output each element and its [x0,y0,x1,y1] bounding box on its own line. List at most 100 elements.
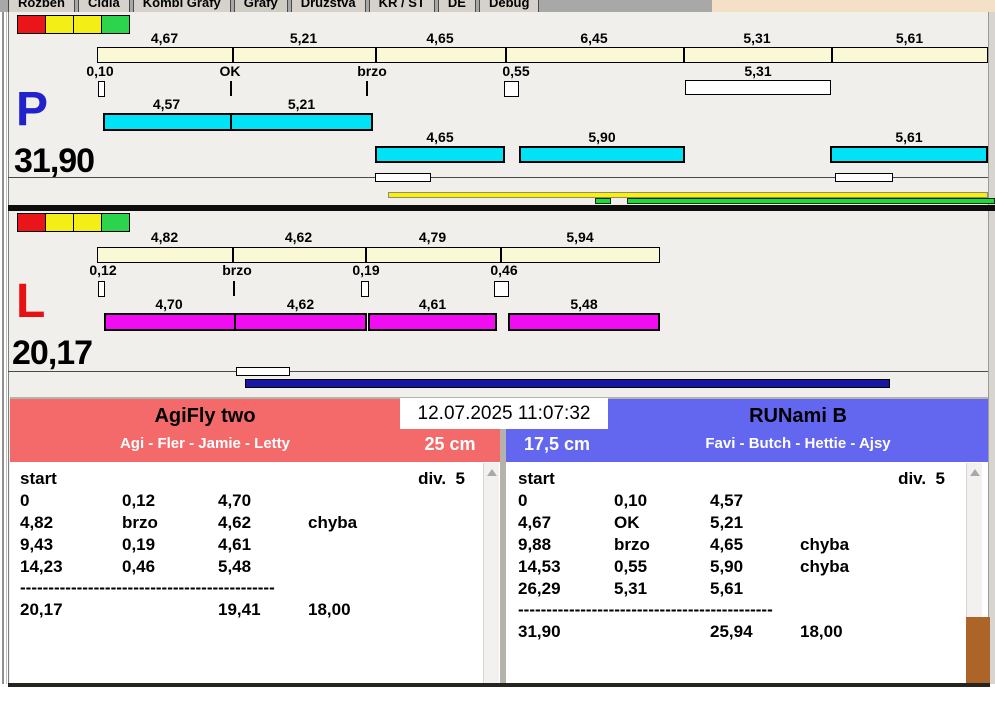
timestamp: 12.07.2025 11:07:32 [400,398,608,429]
run-bar-l [368,313,497,331]
table-cell: 5,90 [710,557,744,576]
gate-mark-box [494,281,509,297]
gate-label: 5,31 [744,63,772,79]
plan-seg-label: 4,79 [418,229,447,245]
scroll-up-icon[interactable] [969,469,980,476]
run-seg-label: 4,70 [155,296,183,312]
gate-label: OK [219,63,241,79]
jump-height-left: 25 cm [424,434,476,454]
table-cell: 9,43 [20,535,54,554]
gate-mark-box [98,81,105,97]
gate-label: 0,19 [352,262,380,278]
table-cell: 4,70 [218,491,252,510]
run-bar-p [519,146,685,163]
run-seg-label: 5,21 [287,96,316,112]
tab-kr-st[interactable]: KR / ST [368,0,435,12]
table-cell: 0 [518,491,528,510]
tab-rozbeh[interactable]: Rozbeh [8,0,75,12]
gate-label: 0,12 [89,262,117,278]
baseline-l [8,371,988,372]
table-cell: 4,57 [710,491,744,510]
run-bar-l [508,313,660,331]
plan-bar-divider [683,47,685,63]
team-name-left: AgiFly two [154,405,256,427]
tab-debug[interactable]: Debug [478,0,540,12]
plan-seg-label: 4,82 [150,229,179,245]
col-header-start: start [518,469,555,488]
total-cell: 18,00 [308,600,351,619]
table-cell: 4,61 [218,535,252,554]
plan-seg-label: 6,45 [580,30,608,46]
run-seg-label: 5,90 [588,129,616,145]
plan-seg-label: 5,31 [743,30,771,46]
baseline-box [835,173,893,182]
tab-bar-beige-strip [712,0,995,12]
light-yellow-icon [45,16,73,33]
plan-seg-label: 4,65 [426,30,454,46]
track-letter-p: P [16,83,49,136]
scrollbar-left[interactable] [483,463,499,683]
plan-bar-l [97,247,660,263]
tab-bar: Rozbeh Cidla Kombi Grafy Grafy Druzstva … [0,0,995,12]
run-seg-label: 4,62 [286,296,315,312]
light-yellow2-icon [73,214,101,231]
plan-bar-divider [500,247,502,263]
run-bar-p [230,113,373,131]
total-cell: 19,41 [218,600,261,619]
table-cell: chyba [800,535,850,554]
run-seg-label: 5,61 [895,129,923,145]
baseline-p [8,177,988,178]
run-bar-p [103,113,232,131]
run-lights-l [17,213,130,232]
window-frame-left [2,12,4,684]
table-cell: 0,19 [122,535,156,554]
gate-mark-box [361,281,369,297]
table-separator: ----------------------------------------… [20,578,275,597]
table-cell: 5,48 [218,557,252,576]
panel-divider [8,205,995,211]
gate-label: brzo [222,262,252,278]
scroll-up-icon[interactable] [486,469,497,476]
gate-mark-box [98,281,105,297]
track-letter-l: L [16,275,46,328]
tab-cidla[interactable]: Cidla [77,0,130,12]
total-cell: 25,94 [710,622,753,641]
window-gutter-right [988,12,995,684]
run-bar-p [375,146,505,163]
tab-de[interactable]: DE [437,0,476,12]
desktop-peek-strip [966,617,990,684]
table-cell: 0,55 [614,557,648,576]
progress-green-bar [627,198,995,204]
total-cell: 31,90 [518,622,561,641]
table-cell: 5,21 [710,513,744,532]
gate-label: 0,46 [490,262,518,278]
gate-label: brzo [357,63,387,79]
col-header-start: start [20,469,57,488]
table-cell: 4,62 [218,513,252,532]
tab-grafy[interactable]: Grafy [233,0,288,12]
results-right-body [506,462,988,684]
table-cell: 4,65 [710,535,744,554]
tab-kombi-grafy[interactable]: Kombi Grafy [132,0,231,12]
table-cell: 0,46 [122,557,156,576]
tab-druzstva[interactable]: Druzstva [290,0,366,12]
plan-seg-label: 4,62 [284,229,313,245]
baseline-box [375,173,431,182]
plan-bar-divider [232,47,234,63]
gate-mark-tick [366,81,368,96]
plan-bar-divider [505,47,507,63]
plan-seg-label: 4,67 [150,30,179,46]
light-red-icon [18,16,45,33]
light-green-icon [101,214,129,231]
table-cell: chyba [308,513,358,532]
run-bar-p [830,146,988,163]
run-seg-label: 5,48 [570,296,598,312]
table-cell: brzo [122,513,158,532]
team-dogs-left: Agi - Fler - Jamie - Letty [119,435,291,452]
run-seg-label: 4,61 [418,296,447,312]
baseline-box [236,367,290,376]
table-cell: 5,61 [710,579,744,598]
run-seg-label: 4,57 [152,96,181,112]
plan-bar-divider [365,247,367,263]
light-red-icon [18,214,45,231]
